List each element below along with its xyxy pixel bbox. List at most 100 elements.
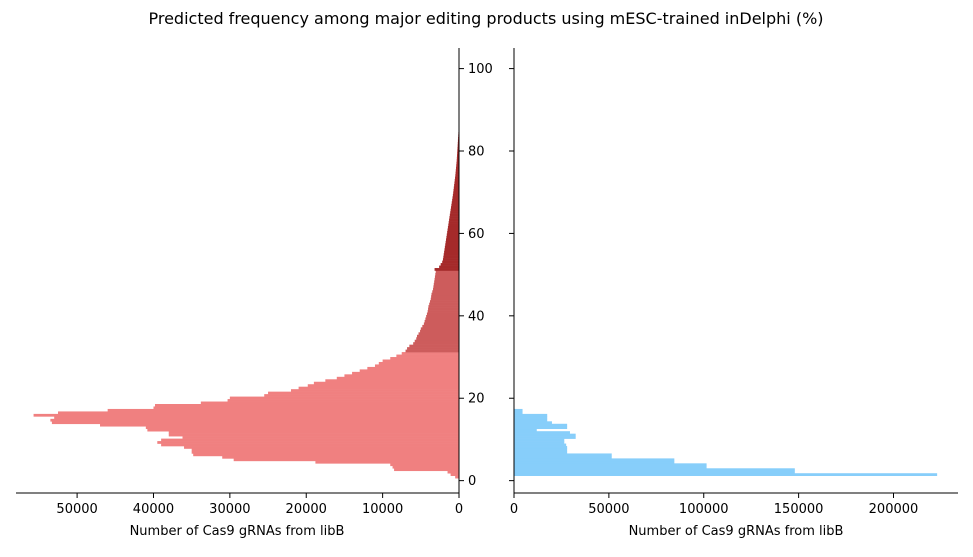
left-bar [445, 240, 459, 244]
left-bar [447, 470, 459, 474]
left-x-axis-label: Number of Cas9 gRNAs from libB [130, 524, 345, 539]
left-bar [352, 371, 459, 375]
left-bar [54, 416, 459, 420]
right-bar [514, 443, 567, 447]
left-bar [168, 431, 459, 434]
left-bar [457, 149, 459, 153]
left-x-tick-label: 0 [455, 502, 463, 517]
left-bar [435, 270, 459, 274]
left-axes: 50000 40000 30000 20000 10000 00 20 40 60 80 100 [16, 48, 493, 517]
right-panel: 0 50000 100000 150000 200000 Number of Cas9 … [509, 48, 958, 539]
left-bar [444, 250, 459, 254]
left-bar [153, 406, 460, 410]
left-bar [429, 300, 459, 303]
left-bar [184, 446, 459, 449]
left-x-tick-label: 30000 [209, 502, 250, 517]
left-bar [420, 327, 459, 331]
left-bar [434, 277, 459, 281]
left-bar [447, 228, 459, 232]
left-bar [390, 357, 459, 360]
left-bar [434, 275, 459, 279]
left-bar [416, 337, 459, 341]
left-bar [313, 381, 459, 385]
left-bar [315, 460, 459, 464]
left-bar [457, 146, 459, 150]
left-bar [453, 188, 459, 192]
left-bar [374, 364, 459, 368]
left-bar [405, 349, 459, 353]
left-bar [394, 468, 459, 472]
right-bar [514, 426, 568, 430]
left-bar [457, 141, 459, 145]
y-tick-label: 100 [468, 62, 493, 77]
right-bar [514, 468, 795, 472]
left-bar [298, 386, 459, 390]
left-bar [450, 473, 459, 476]
right-bar [514, 453, 612, 457]
left-bar [456, 161, 459, 165]
left-bar [229, 396, 459, 400]
right-bar [514, 428, 537, 432]
left-bar [33, 413, 459, 417]
chart-title: Predicted frequency among major editing … [148, 9, 823, 28]
y-tick-label: 60 [468, 227, 485, 242]
right-bar [514, 421, 552, 425]
left-bar [233, 458, 459, 462]
right-bar [514, 450, 568, 454]
left-bar [200, 401, 459, 405]
left-bar [450, 211, 459, 214]
left-bar [325, 379, 459, 383]
right-bar [514, 460, 675, 464]
left-bar [426, 315, 459, 318]
left-bar [456, 166, 459, 170]
left-x-tick-label: 20000 [286, 502, 327, 517]
right-bar [514, 411, 523, 415]
right-x-tick-label: 100000 [679, 502, 729, 517]
right-bar [514, 413, 548, 417]
left-x-tick-label: 10000 [362, 502, 403, 517]
left-x-tick-label: 50000 [56, 502, 97, 517]
right-bar [514, 431, 570, 434]
left-bar [448, 223, 459, 227]
left-bar [161, 438, 459, 442]
left-bar [452, 193, 459, 197]
left-bar [454, 183, 459, 187]
right-x-tick-label: 0 [510, 502, 518, 517]
left-bar [264, 394, 459, 397]
left-bar [344, 374, 459, 378]
left-bar [107, 408, 459, 412]
left-bar [455, 169, 459, 172]
left-bar [161, 443, 459, 447]
right-bar [514, 446, 568, 449]
left-bar [182, 436, 459, 439]
right-bar [514, 458, 675, 462]
left-bar [407, 347, 459, 350]
right-bar [514, 448, 568, 452]
left-bar [445, 243, 459, 247]
left-bar [435, 272, 459, 276]
left-bar [442, 258, 459, 261]
left-bar [452, 196, 459, 200]
right-x-tick-label: 200000 [869, 502, 919, 517]
left-bar [58, 411, 459, 415]
left-bar [448, 221, 459, 224]
left-bar [455, 176, 459, 180]
left-bar [145, 426, 459, 430]
left-bar [424, 319, 459, 323]
right-x-tick-label: 150000 [774, 502, 824, 517]
left-bar [443, 255, 459, 259]
right-bar [514, 433, 576, 437]
left-bar [431, 292, 459, 296]
left-bar [433, 287, 459, 291]
y-tick-label: 20 [468, 392, 485, 407]
left-bar [451, 201, 459, 205]
left-bar [427, 310, 459, 313]
left-bar [434, 268, 459, 271]
left-bar [457, 151, 459, 155]
left-bar [439, 265, 459, 269]
left-panel: 50000 40000 30000 20000 10000 00 20 40 60 80 100 N… [16, 48, 493, 539]
left-bar [452, 198, 459, 202]
left-bar [453, 191, 459, 195]
left-bar [449, 216, 459, 219]
left-bar [454, 181, 459, 185]
